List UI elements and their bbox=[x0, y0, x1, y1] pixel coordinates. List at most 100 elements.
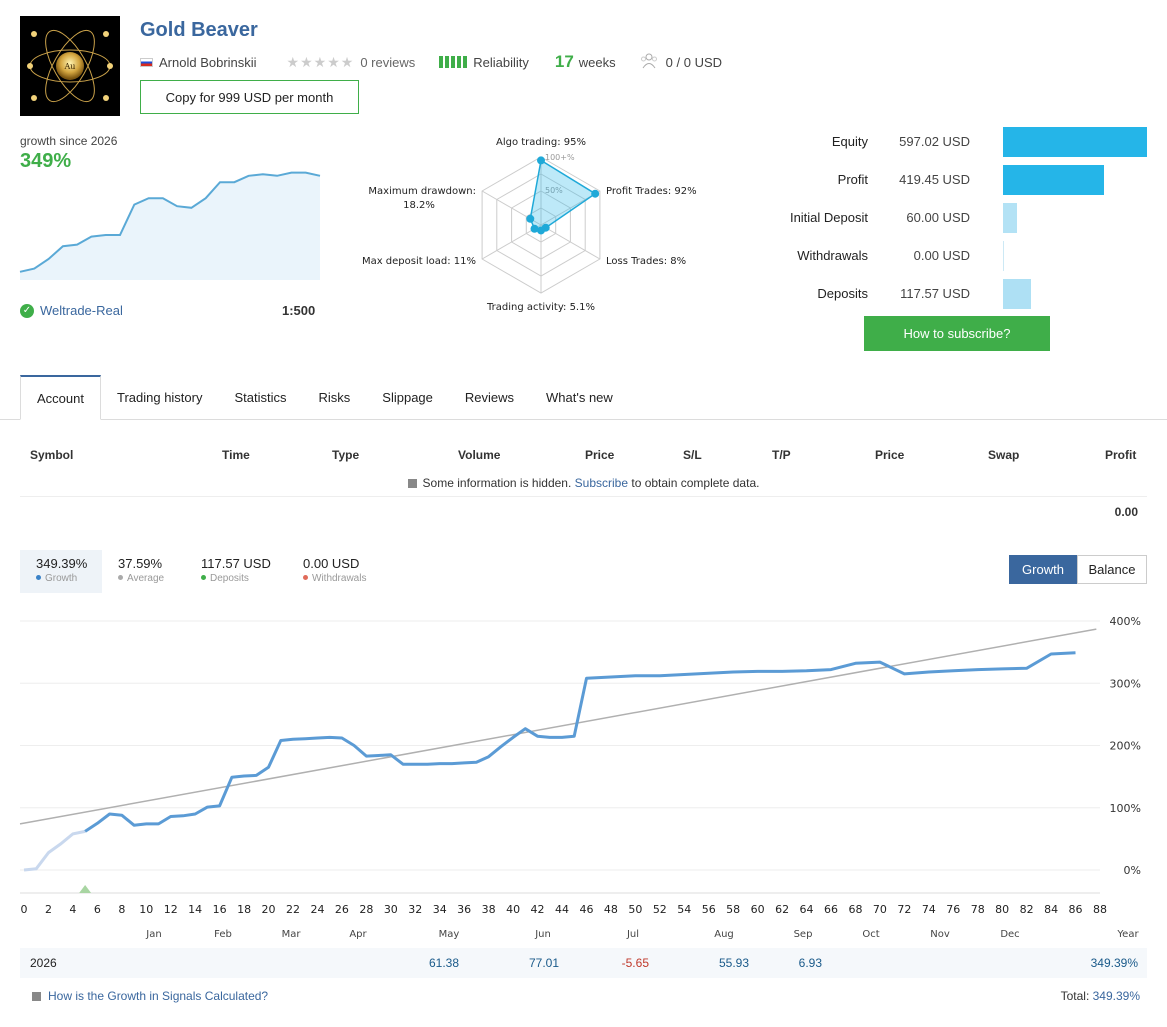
x-tick-label: 10 bbox=[139, 903, 153, 916]
month-label: Nov bbox=[930, 929, 950, 940]
month-growth-cell: 55.93 bbox=[718, 956, 749, 970]
legend-deposits[interactable]: 117.57 USD Deposits bbox=[201, 550, 271, 593]
col-swap[interactable]: Swap bbox=[988, 448, 1020, 462]
x-tick-label: 84 bbox=[1044, 903, 1058, 916]
stat-bar-1 bbox=[1003, 165, 1105, 195]
legend-growth-label: Growth bbox=[45, 573, 78, 584]
col-price-close[interactable]: Price bbox=[875, 448, 905, 462]
growth-percent: 349% bbox=[20, 150, 72, 172]
x-tick-label: 46 bbox=[579, 903, 593, 916]
y-tick-label: 400% bbox=[1110, 615, 1141, 628]
x-tick-label: 68 bbox=[848, 903, 862, 916]
col-symbol[interactable]: Symbol bbox=[30, 448, 74, 462]
col-tp[interactable]: T/P bbox=[772, 448, 791, 462]
month-label: Dec bbox=[1000, 929, 1019, 940]
balance-toggle-button[interactable]: Balance bbox=[1077, 555, 1147, 584]
legend-withdrawals-label: Withdrawals bbox=[312, 573, 367, 584]
stat-label-0: Equity bbox=[831, 134, 868, 149]
broker-link[interactable]: ✓ Weltrade-Real bbox=[20, 303, 123, 318]
stat-bar-0 bbox=[1003, 127, 1147, 157]
growth-calc-link[interactable]: How is the Growth in Signals Calculated? bbox=[32, 989, 268, 1003]
radar-label-drawdown: Maximum drawdown: bbox=[368, 186, 476, 197]
x-tick-label: 70 bbox=[873, 903, 887, 916]
col-time[interactable]: Time bbox=[222, 448, 250, 462]
stat-label-4: Deposits bbox=[817, 286, 868, 301]
col-sl[interactable]: S/L bbox=[683, 448, 702, 462]
x-tick-label: 78 bbox=[971, 903, 985, 916]
col-volume[interactable]: Volume bbox=[458, 448, 501, 462]
y-tick-label: 200% bbox=[1110, 740, 1141, 753]
growth-line-initial bbox=[23, 829, 86, 872]
x-tick-label: 66 bbox=[824, 903, 838, 916]
tab-reviews[interactable]: Reviews bbox=[464, 390, 515, 405]
legend-deposits-value: 117.57 USD bbox=[201, 556, 271, 571]
x-tick-label: 44 bbox=[555, 903, 569, 916]
reviews-count[interactable]: 0 reviews bbox=[360, 54, 416, 70]
x-tick-label: 26 bbox=[335, 903, 349, 916]
x-tick-label: 32 bbox=[408, 903, 422, 916]
legend-growth-dot-icon bbox=[36, 575, 41, 580]
tab-account[interactable]: Account bbox=[20, 375, 101, 420]
tab-statistics[interactable]: Statistics bbox=[234, 390, 287, 405]
col-price[interactable]: Price bbox=[585, 448, 615, 462]
x-tick-label: 24 bbox=[310, 903, 324, 916]
month-growth-cell: -5.65 bbox=[621, 956, 649, 970]
broker-name[interactable]: Weltrade-Real bbox=[40, 303, 123, 318]
deposit-marker bbox=[79, 885, 92, 893]
legend-average-label: Average bbox=[127, 573, 165, 584]
x-tick-label: 38 bbox=[482, 903, 496, 916]
x-tick-label: 34 bbox=[433, 903, 447, 916]
x-tick-label: 40 bbox=[506, 903, 520, 916]
radar-point bbox=[526, 214, 535, 223]
legend-withdrawals[interactable]: 0.00 USD Withdrawals bbox=[303, 550, 366, 593]
col-type[interactable]: Type bbox=[332, 448, 360, 462]
x-tick-label: 50 bbox=[628, 903, 642, 916]
x-tick-label: 28 bbox=[359, 903, 373, 916]
how-to-subscribe-button[interactable]: How to subscribe? bbox=[864, 316, 1050, 351]
tab-risks[interactable]: Risks bbox=[318, 390, 351, 405]
legend-withdrawals-value: 0.00 USD bbox=[303, 556, 360, 571]
x-tick-label: 0 bbox=[21, 903, 28, 916]
x-tick-label: 22 bbox=[286, 903, 300, 916]
subscribe-link[interactable]: Subscribe bbox=[574, 476, 629, 490]
month-growth-cell: 77.01 bbox=[528, 956, 559, 970]
x-tick-label: 14 bbox=[188, 903, 202, 916]
x-tick-label: 12 bbox=[164, 903, 178, 916]
reliability-label: Reliability bbox=[473, 54, 529, 70]
stat-bar-3 bbox=[1003, 241, 1004, 271]
signal-title[interactable]: Gold Beaver bbox=[140, 19, 258, 41]
x-tick-label: 4 bbox=[69, 903, 76, 916]
month-label: Aug bbox=[714, 929, 734, 940]
col-profit[interactable]: Profit bbox=[1105, 448, 1137, 462]
tab-slippage[interactable]: Slippage bbox=[382, 390, 433, 405]
growth-toggle-button[interactable]: Growth bbox=[1009, 555, 1077, 584]
y-tick-label: 100% bbox=[1110, 802, 1141, 815]
growth-calc-link-text[interactable]: How is the Growth in Signals Calculated? bbox=[48, 989, 269, 1003]
hidden-info-note: Some information is hidden. Subscribe to… bbox=[0, 476, 1167, 490]
radar-point bbox=[530, 224, 539, 233]
lock-icon bbox=[407, 479, 417, 488]
x-tick-label: 2 bbox=[45, 903, 52, 916]
subscribers-icon bbox=[640, 53, 658, 72]
radar-label-drawdown-value: 18.2% bbox=[403, 200, 435, 211]
tab-trading-history[interactable]: Trading history bbox=[116, 390, 203, 405]
author-name[interactable]: Arnold Bobrinskii bbox=[159, 54, 257, 70]
year-summary-row bbox=[20, 948, 1147, 978]
tab-whats-new[interactable]: What's new bbox=[546, 390, 613, 405]
footer-total-label: Total: bbox=[1060, 989, 1090, 1003]
stat-value-1: 419.45 USD bbox=[899, 172, 970, 187]
y-tick-label: 0% bbox=[1124, 864, 1141, 877]
radar-point bbox=[537, 156, 545, 165]
copy-subscribe-button[interactable]: Copy for 999 USD per month bbox=[140, 80, 359, 114]
stat-value-2: 60.00 USD bbox=[906, 210, 970, 225]
growth-since-label: growth since 2026 bbox=[20, 134, 118, 148]
x-tick-label: 76 bbox=[946, 903, 960, 916]
month-label: Mar bbox=[282, 929, 302, 940]
author-row: Arnold Bobrinskii ★★★★★ 0 reviews Reliab… bbox=[140, 52, 722, 72]
legend-withdrawals-dot-icon bbox=[303, 575, 308, 580]
note-text-after: to obtain complete data. bbox=[631, 476, 760, 490]
x-tick-label: 60 bbox=[751, 903, 765, 916]
x-tick-label: 6 bbox=[94, 903, 101, 916]
legend-growth[interactable]: 349.39% Growth bbox=[20, 550, 102, 593]
legend-average[interactable]: 37.59% Average bbox=[118, 550, 164, 593]
